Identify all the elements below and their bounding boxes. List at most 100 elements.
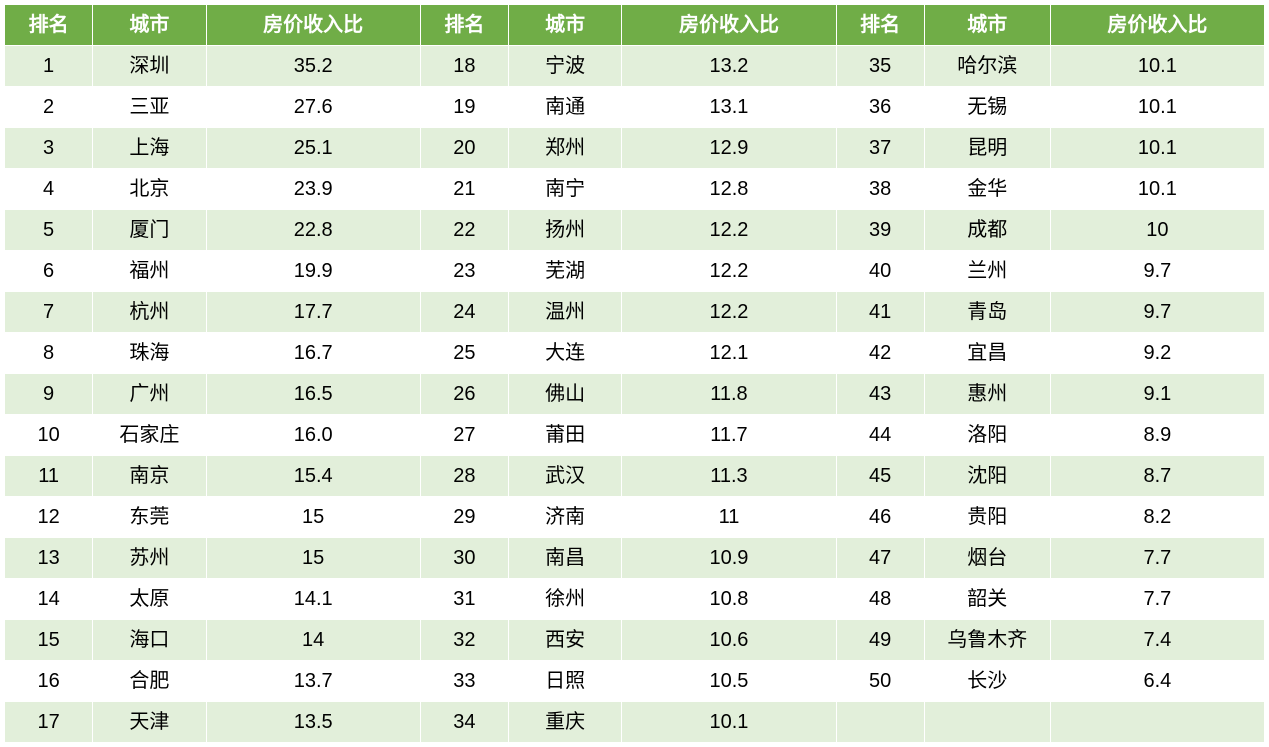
- table-cell: 7.7: [1050, 579, 1264, 620]
- table-cell: 42: [836, 333, 924, 374]
- table-cell: 大连: [508, 333, 621, 374]
- table-row: 12东莞1529济南1146贵阳8.2: [5, 497, 1265, 538]
- table-cell: 芜湖: [508, 251, 621, 292]
- table-cell: 合肥: [93, 661, 206, 702]
- col-header: 房价收入比: [622, 5, 836, 46]
- table-cell: 15: [5, 620, 93, 661]
- table-cell: 30: [420, 538, 508, 579]
- table-row: 1深圳35.218宁波13.235哈尔滨10.1: [5, 46, 1265, 87]
- table-row: 4北京23.921南宁12.838金华10.1: [5, 169, 1265, 210]
- table-cell: 43: [836, 374, 924, 415]
- table-cell: 21: [420, 169, 508, 210]
- table-cell: 24: [420, 292, 508, 333]
- table-cell: 19: [420, 87, 508, 128]
- table-cell: 石家庄: [93, 415, 206, 456]
- table-cell: 福州: [93, 251, 206, 292]
- table-cell: 25: [420, 333, 508, 374]
- table-cell: 40: [836, 251, 924, 292]
- table-cell: 宁波: [508, 46, 621, 87]
- table-cell: 50: [836, 661, 924, 702]
- table-cell: 41: [836, 292, 924, 333]
- table-cell: 7: [5, 292, 93, 333]
- table-row: 13苏州1530南昌10.947烟台7.7: [5, 538, 1265, 579]
- table-cell: 哈尔滨: [924, 46, 1050, 87]
- table-cell: 13: [5, 538, 93, 579]
- table-row: 8珠海16.725大连12.142宜昌9.2: [5, 333, 1265, 374]
- table-cell: 苏州: [93, 538, 206, 579]
- table-cell: 10.1: [1050, 169, 1264, 210]
- table-cell: 10.6: [622, 620, 836, 661]
- table-cell: 34: [420, 702, 508, 743]
- table-cell: 广州: [93, 374, 206, 415]
- table-cell: 济南: [508, 497, 621, 538]
- table-cell: 23: [420, 251, 508, 292]
- table-cell: 乌鲁木齐: [924, 620, 1050, 661]
- table-cell: 22: [420, 210, 508, 251]
- table-cell: 14: [5, 579, 93, 620]
- table-cell: 17.7: [206, 292, 420, 333]
- table-cell: 26: [420, 374, 508, 415]
- table-cell: 洛阳: [924, 415, 1050, 456]
- table-cell: 49: [836, 620, 924, 661]
- table-cell: 38: [836, 169, 924, 210]
- table-cell: 12.1: [622, 333, 836, 374]
- table-cell: 烟台: [924, 538, 1050, 579]
- table-cell: 22.8: [206, 210, 420, 251]
- table-cell: 成都: [924, 210, 1050, 251]
- table-cell: 20: [420, 128, 508, 169]
- table-cell: 11: [5, 456, 93, 497]
- table-cell: 南京: [93, 456, 206, 497]
- table-cell: 莆田: [508, 415, 621, 456]
- table-cell: [836, 702, 924, 743]
- col-header: 房价收入比: [206, 5, 420, 46]
- table-cell: 8.2: [1050, 497, 1264, 538]
- table-cell: 15: [206, 538, 420, 579]
- table-cell: 14: [206, 620, 420, 661]
- table-cell: 10.5: [622, 661, 836, 702]
- table-cell: 9.1: [1050, 374, 1264, 415]
- col-header: 房价收入比: [1050, 5, 1264, 46]
- table-cell: 10.8: [622, 579, 836, 620]
- table-cell: 长沙: [924, 661, 1050, 702]
- table-cell: 郑州: [508, 128, 621, 169]
- table-cell: 海口: [93, 620, 206, 661]
- table-cell: 14.1: [206, 579, 420, 620]
- table-cell: 9.7: [1050, 292, 1264, 333]
- table-cell: 杭州: [93, 292, 206, 333]
- table-cell: 45: [836, 456, 924, 497]
- table-cell: 16.0: [206, 415, 420, 456]
- table-cell: 扬州: [508, 210, 621, 251]
- col-header: 城市: [924, 5, 1050, 46]
- table-cell: 7.4: [1050, 620, 1264, 661]
- table-cell: 厦门: [93, 210, 206, 251]
- table-cell: 6: [5, 251, 93, 292]
- table-row: 16合肥13.733日照10.550长沙6.4: [5, 661, 1265, 702]
- table-cell: 重庆: [508, 702, 621, 743]
- table-cell: 12.8: [622, 169, 836, 210]
- table-row: 17天津13.534重庆10.1: [5, 702, 1265, 743]
- table-cell: 35: [836, 46, 924, 87]
- table-cell: 11.3: [622, 456, 836, 497]
- table-cell: 33: [420, 661, 508, 702]
- table-cell: 7.7: [1050, 538, 1264, 579]
- table-cell: 10.1: [1050, 46, 1264, 87]
- table-cell: 4: [5, 169, 93, 210]
- table-row: 15海口1432西安10.649乌鲁木齐7.4: [5, 620, 1265, 661]
- table-cell: 东莞: [93, 497, 206, 538]
- table-cell: 贵阳: [924, 497, 1050, 538]
- table-cell: 南昌: [508, 538, 621, 579]
- table-cell: 1: [5, 46, 93, 87]
- table-cell: 39: [836, 210, 924, 251]
- table-cell: 29: [420, 497, 508, 538]
- table-cell: 惠州: [924, 374, 1050, 415]
- table-cell: 12.2: [622, 210, 836, 251]
- table-cell: 12.2: [622, 251, 836, 292]
- table-cell: 10.1: [1050, 87, 1264, 128]
- table-cell: 天津: [93, 702, 206, 743]
- table-cell: 18: [420, 46, 508, 87]
- table-cell: 6.4: [1050, 661, 1264, 702]
- table-row: 5厦门22.822扬州12.239成都10: [5, 210, 1265, 251]
- table-cell: 44: [836, 415, 924, 456]
- table-head: 排名城市房价收入比排名城市房价收入比排名城市房价收入比: [5, 5, 1265, 46]
- table-cell: 佛山: [508, 374, 621, 415]
